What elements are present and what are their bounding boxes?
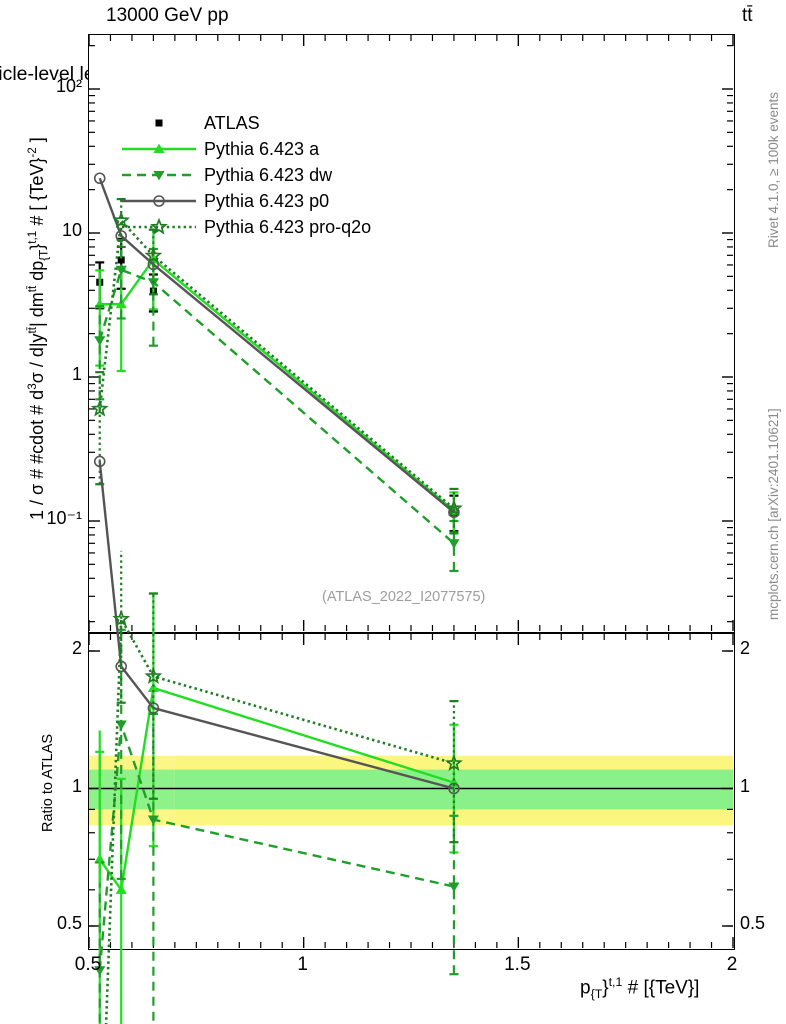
x-tick-label: 2 xyxy=(726,954,738,975)
ratio-series-line xyxy=(98,686,455,893)
legend-label: Pythia 6.423 a xyxy=(204,139,320,159)
rivet-version-credit: Rivet 4.1.0, ≥ 100k events xyxy=(766,92,781,248)
ratio-y-tick-label: 2 xyxy=(71,638,82,658)
ratio-y-tick-label: 1 xyxy=(740,775,751,796)
legend-label: Pythia 6.423 pro-q2o xyxy=(204,217,372,237)
x-tick-label: 1.5 xyxy=(504,954,531,975)
legend-label: Pythia 6.423 p0 xyxy=(204,191,330,211)
marker-square xyxy=(155,119,163,127)
ratio-y-tick-label: 0.5 xyxy=(740,913,766,933)
main-y-tick-label: 10⁻¹ xyxy=(46,508,82,528)
series-line xyxy=(98,177,455,514)
series-line xyxy=(98,268,455,545)
marker-square xyxy=(117,256,125,264)
legend-key xyxy=(120,214,198,240)
main-y-tick-label: 10 xyxy=(61,220,82,240)
legend-item[interactable]: ATLAS xyxy=(120,110,400,136)
x-axis-label: p{T}t,1 # [{TeV}] xyxy=(580,975,700,1002)
ratio-plot-canvas xyxy=(88,455,734,1024)
ratio-y-tick-label: 1 xyxy=(71,775,82,796)
legend-key xyxy=(120,136,198,162)
legend-item[interactable]: Pythia 6.423 pro-q2o xyxy=(120,214,400,240)
main-y-axis-label: 1 / σ # #cdot # d3σ / d|ytt̄| dmtt̄ dp{T… xyxy=(26,137,51,520)
ratio-series-line xyxy=(104,614,455,1024)
legend-label: ATLAS xyxy=(204,113,260,133)
analysis-id-watermark: (ATLAS_2022_I2077575) xyxy=(322,589,486,605)
ratio-series-line xyxy=(98,724,455,971)
mcplots-credit: mcplots.cern.ch [arXiv:2401.10621] xyxy=(766,408,781,620)
ratio-y-tick-label: 0.5 xyxy=(56,913,82,933)
beam-energy-label: 13000 GeV pp xyxy=(106,5,229,26)
ratio-series-line xyxy=(98,461,455,790)
legend-key xyxy=(120,188,198,214)
x-tick-label: 0.5 xyxy=(74,954,102,975)
series-line xyxy=(98,217,455,510)
process-label: tt̄ xyxy=(742,5,753,26)
main-y-tick-label: 10² xyxy=(55,76,82,96)
legend-key xyxy=(120,110,198,136)
legend-item[interactable]: Pythia 6.423 a xyxy=(120,136,400,162)
x-tick-label: 1 xyxy=(297,954,308,975)
main-plot-panel xyxy=(88,34,735,633)
legend-item[interactable]: Pythia 6.423 p0 xyxy=(120,188,400,214)
legend-key xyxy=(120,162,198,188)
main-plot-canvas xyxy=(88,35,734,631)
ratio-plot-panel xyxy=(88,455,735,1024)
legend-label: Pythia 6.423 dw xyxy=(204,165,333,185)
legend-item[interactable]: Pythia 6.423 dw xyxy=(120,162,400,188)
ratio-y-tick-label: 2 xyxy=(740,638,751,658)
legend: ATLAS Pythia 6.423 a Pythia 6.423 dw Pythia… xyxy=(120,110,400,240)
main-y-tick-label: 1 xyxy=(71,364,82,384)
